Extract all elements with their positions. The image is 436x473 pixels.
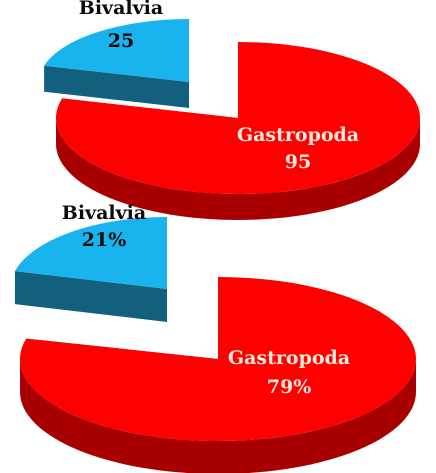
label-value-gastropoda: 95 bbox=[285, 151, 311, 173]
slice-bivalvia-front-wall bbox=[14, 271, 167, 322]
slice-bivalvia bbox=[44, 19, 189, 108]
slice-gastropoda bbox=[55, 42, 420, 220]
slice-gastropoda-top bbox=[55, 42, 420, 194]
slice-bivalvia-top bbox=[14, 217, 167, 289]
data-label-bivalvia: Bivalvia 25 bbox=[79, 0, 163, 52]
slice-bivalvia bbox=[14, 217, 167, 322]
slice-gastropoda-side bbox=[56, 118, 420, 220]
pie-chart-percentages: Bivalvia 21% Gastropoda 79% bbox=[14, 202, 416, 473]
slice-bivalvia-top bbox=[44, 19, 189, 82]
label-category-bivalvia: Bivalvia bbox=[62, 202, 146, 224]
label-category-gastropoda: Gastropoda bbox=[237, 124, 359, 146]
slice-gastropoda bbox=[19, 277, 416, 473]
slice-bivalvia-front-wall bbox=[44, 65, 189, 108]
slice-gastropoda-top bbox=[19, 277, 416, 441]
label-category-gastropoda: Gastropoda bbox=[228, 347, 350, 369]
data-label-gastropoda: Gastropoda 79% bbox=[228, 347, 350, 398]
data-label-bivalvia: Bivalvia 21% bbox=[62, 202, 146, 251]
label-category-bivalvia: Bivalvia bbox=[79, 0, 163, 19]
data-label-gastropoda: Gastropoda 95 bbox=[237, 124, 359, 173]
label-value-bivalvia: 21% bbox=[82, 229, 127, 251]
label-value-gastropoda: 79% bbox=[267, 376, 312, 398]
label-value-bivalvia: 25 bbox=[108, 30, 134, 52]
pie-chart-counts: Bivalvia 25 Gastropoda 95 bbox=[44, 0, 420, 220]
slice-gastropoda-side bbox=[20, 359, 416, 473]
